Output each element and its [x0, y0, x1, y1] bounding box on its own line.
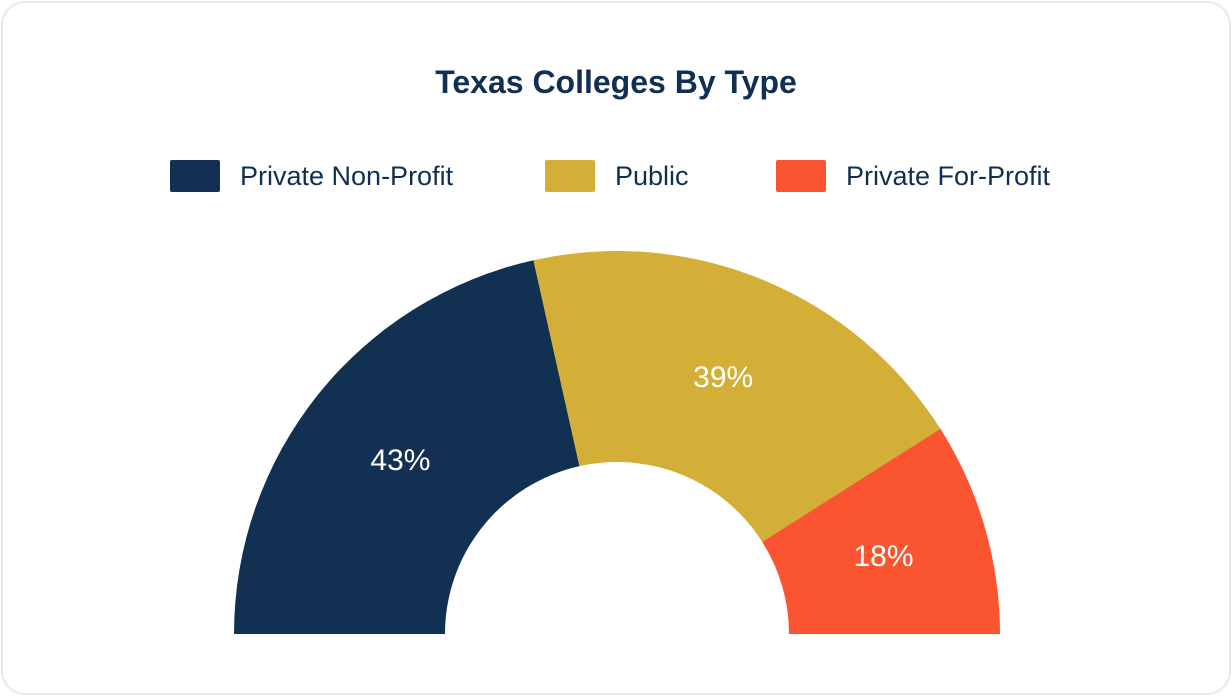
slice-value-label: 39%: [693, 361, 753, 394]
chart-title: Texas Colleges By Type: [435, 64, 797, 100]
slice-value-label: 18%: [853, 540, 913, 573]
slice-private-for-profit: [762, 428, 1000, 634]
slice-public: [533, 251, 941, 542]
legend-label: Private For-Profit: [846, 161, 1051, 191]
legend-swatch: [545, 160, 595, 192]
chart-slices: [234, 251, 1000, 634]
legend-item-private-non-profit: Private Non-Profit: [170, 160, 453, 192]
chart-slice-labels: 43% 39% 18%: [370, 361, 913, 573]
slice-private-non-profit: [234, 260, 580, 634]
legend-label: Public: [615, 161, 689, 191]
legend-item-private-for-profit: Private For-Profit: [776, 160, 1050, 192]
slice-value-label: 43%: [370, 444, 430, 477]
legend-swatch: [170, 160, 220, 192]
legend-item-public: Public: [545, 160, 689, 192]
legend-label: Private Non-Profit: [240, 161, 454, 191]
legend-swatch: [776, 160, 826, 192]
